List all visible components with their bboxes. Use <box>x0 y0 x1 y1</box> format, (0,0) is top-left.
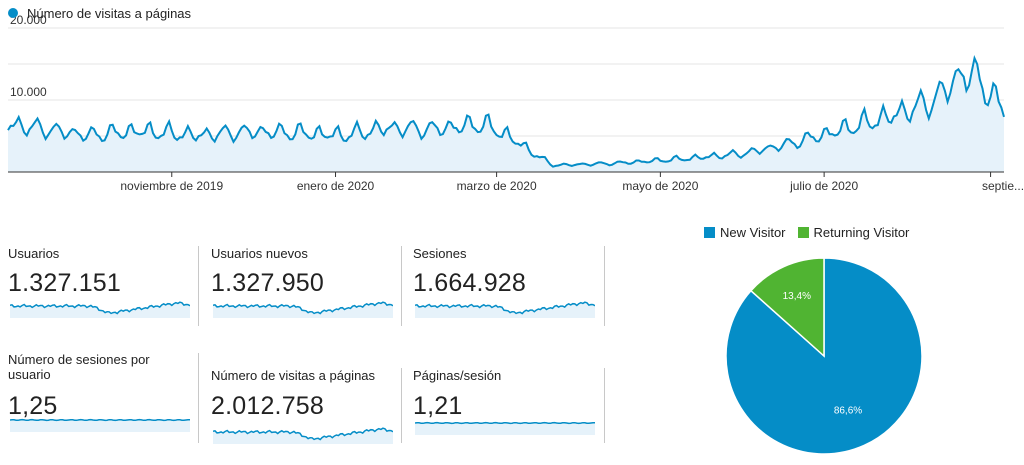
y-tick-label: 20.000 <box>10 13 47 27</box>
x-tick-label: noviembre de 2019 <box>120 179 223 193</box>
metric-sparkline <box>10 418 190 432</box>
metric-sessions[interactable]: Sesiones 1.664.928 <box>405 246 603 326</box>
legend-square-icon <box>704 227 715 238</box>
metric-new-users[interactable]: Usuarios nuevos 1.327.950 <box>203 246 401 326</box>
metric-value: 1.327.950 <box>211 269 325 297</box>
metric-pages-per-session[interactable]: Páginas/sesión 1,21 <box>405 368 603 442</box>
y-tick-label: 10.000 <box>10 85 47 99</box>
metric-label: Número de visitas a páginas <box>211 368 376 383</box>
metric-sparkline <box>213 301 393 318</box>
metric-value: 1,25 <box>8 392 58 420</box>
sparkline-line <box>213 427 393 441</box>
metric-divider <box>198 353 199 443</box>
metric-sparkline <box>213 427 393 444</box>
pie-legend-item-new[interactable]: New Visitor <box>704 225 786 240</box>
metric-label: Número de sesiones por usuario <box>8 352 150 382</box>
legend-dot-icon <box>8 8 18 18</box>
metric-label: Usuarios <box>8 246 60 261</box>
metric-value: 1,21 <box>413 392 463 420</box>
metric-value: 1.664.928 <box>413 269 527 297</box>
metric-divider <box>401 368 402 443</box>
metric-value: 2.012.758 <box>211 392 325 420</box>
metric-label: Sesiones <box>413 246 467 261</box>
x-tick-label: marzo de 2020 <box>457 179 537 193</box>
sparkline-line <box>415 301 595 315</box>
x-tick-label: enero de 2020 <box>297 179 375 193</box>
sparkline-line <box>213 301 393 315</box>
metric-divider <box>401 246 402 326</box>
sparkline-line <box>10 301 190 315</box>
metric-sparkline <box>415 301 595 318</box>
metric-divider <box>198 246 199 326</box>
x-tick-label: mayo de 2020 <box>622 179 698 193</box>
main-chart-legend-label: Número de visitas a páginas <box>27 5 192 21</box>
pageviews-line <box>7 54 1005 168</box>
pie-slice-label: 86,6% <box>834 406 862 417</box>
pie-slice-returning-visitor[interactable] <box>749 257 825 358</box>
sparkline-area <box>415 422 595 435</box>
main-chart-legend[interactable]: Número de visitas a páginas <box>8 4 191 22</box>
metric-pageviews[interactable]: Número de visitas a páginas 2.012.758 <box>203 368 401 444</box>
x-tick-label: julio de 2020 <box>789 179 858 193</box>
metric-users[interactable]: Usuarios 1.327.151 <box>0 246 198 326</box>
metric-label: Páginas/sesión <box>413 368 502 383</box>
sparkline-line <box>10 418 190 422</box>
x-tick-label: septie... <box>982 179 1024 193</box>
sparkline-line <box>415 421 595 425</box>
visitor-type-pie: 86,6% 13,4% <box>725 257 923 455</box>
pie-legend-item-returning[interactable]: Returning Visitor <box>797 225 910 240</box>
pageviews-area <box>8 58 1004 173</box>
legend-square-icon <box>797 227 809 238</box>
sparkline-area <box>10 419 190 432</box>
metric-divider <box>604 246 605 326</box>
metric-sparkline <box>415 421 595 435</box>
metric-label: Usuarios nuevos <box>211 246 308 261</box>
metric-divider <box>604 368 605 443</box>
pie-slice-label: 13,4% <box>783 291 811 302</box>
pie-legend-label: New Visitor <box>720 225 786 240</box>
pie-legend: New Visitor Returning Visitor <box>704 225 921 240</box>
metric-value: 1.327.151 <box>8 269 122 297</box>
pageviews-chart: 20.000 10.000 noviembre de 2019 enero de 20… <box>7 13 1024 193</box>
metric-sparkline <box>10 301 190 318</box>
pie-legend-label: Returning Visitor <box>813 225 910 240</box>
metric-sessions-per-user[interactable]: Número de sesiones por usuario 1,25 <box>0 352 198 442</box>
